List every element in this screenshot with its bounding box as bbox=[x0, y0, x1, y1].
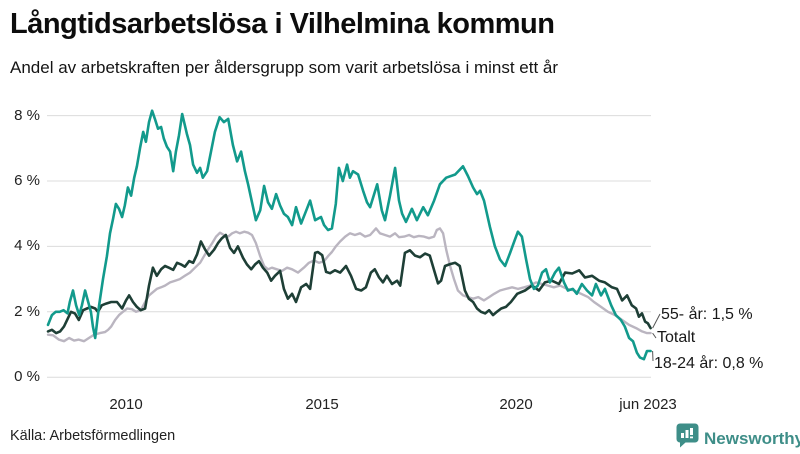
x-axis-tick-2015: 2015 bbox=[272, 396, 372, 413]
y-axis-tick-0: 0 % bbox=[0, 368, 40, 385]
y-axis-tick-4: 4 % bbox=[0, 237, 40, 254]
x-axis-tick-2020: 2020 bbox=[466, 396, 566, 413]
source-note: Källa: Arbetsförmedlingen bbox=[10, 428, 175, 444]
newsworthy-wordmark: Newsworthy bbox=[704, 429, 800, 449]
series-label-55-plus: 55- år: 1,5 % bbox=[661, 306, 753, 324]
series-label-totalt: Totalt bbox=[657, 329, 695, 347]
y-axis-tick-8: 8 % bbox=[0, 107, 40, 124]
newsworthy-brand: Newsworthy bbox=[676, 423, 800, 454]
chart-subtitle: Andel av arbetskraften per åldersgrupp s… bbox=[10, 58, 558, 78]
series-label-18-24: 18-24 år: 0,8 % bbox=[654, 355, 763, 373]
y-axis-tick-6: 6 % bbox=[0, 172, 40, 189]
newsworthy-logo-icon bbox=[676, 423, 699, 454]
x-axis-tick-2010: 2010 bbox=[76, 396, 176, 413]
page-title: Långtidsarbetslösa i Vilhelmina kommun bbox=[10, 8, 555, 41]
y-axis-tick-2: 2 % bbox=[0, 303, 40, 320]
x-axis-tick-jun-2023: jun 2023 bbox=[598, 396, 698, 413]
